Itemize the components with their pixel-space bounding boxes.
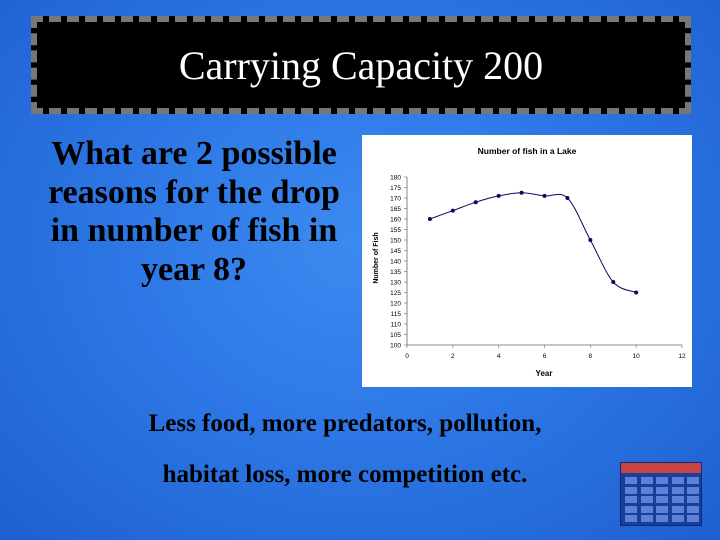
data-point xyxy=(496,193,501,198)
data-point xyxy=(611,280,616,284)
chart-marks xyxy=(427,190,639,295)
y-tick-label: 165 xyxy=(390,206,401,213)
question-text: What are 2 possible reasons for the drop… xyxy=(48,135,340,288)
data-point xyxy=(450,208,455,213)
x-tick-label: 8 xyxy=(589,353,593,360)
y-tick-label: 115 xyxy=(391,311,402,318)
jeopardy-board-icon[interactable] xyxy=(620,462,702,526)
y-tick-label: 110 xyxy=(391,322,402,329)
y-tick-label: 175 xyxy=(390,185,401,192)
data-point xyxy=(542,193,547,198)
x-axis-label: Year xyxy=(536,369,553,378)
y-tick-label: 120 xyxy=(390,301,401,308)
y-tick-label: 170 xyxy=(390,196,401,203)
slide-title: Carrying Capacity 200 xyxy=(178,42,544,88)
board-cell xyxy=(656,477,668,484)
y-tick-label: 150 xyxy=(390,238,401,245)
data-point xyxy=(634,290,639,295)
board-cell xyxy=(640,486,653,494)
x-tick-label: 0 xyxy=(405,353,409,360)
x-tick-label: 4 xyxy=(497,353,501,360)
x-tick-label: 12 xyxy=(678,353,686,360)
board-cell xyxy=(625,505,637,513)
fish-chart: Number of fish in a Lake Year Number of … xyxy=(362,135,692,387)
y-tick-label: 135 xyxy=(390,269,401,276)
data-point xyxy=(519,190,524,195)
board-cell xyxy=(687,477,699,484)
answer-line-2: habitat loss, more competition etc. xyxy=(162,461,528,488)
board-cell xyxy=(671,477,684,484)
x-tick-label: 10 xyxy=(633,353,641,360)
y-tick-label: 140 xyxy=(390,259,401,266)
y-tick-label: 155 xyxy=(390,227,401,234)
data-point xyxy=(588,238,593,242)
y-tick-label: 125 xyxy=(390,290,401,297)
y-axis-label: Number of Fish xyxy=(373,232,380,283)
x-tick-label: 2 xyxy=(451,353,455,360)
board-cell xyxy=(625,515,637,522)
title-inner: Carrying Capacity 200 xyxy=(41,26,681,104)
board-cell xyxy=(671,496,684,503)
board-cell xyxy=(656,486,668,494)
y-tick-label: 100 xyxy=(390,343,401,350)
board-cell xyxy=(671,515,684,522)
answer-line-1: Less food, more predators, pollution, xyxy=(148,410,542,437)
y-tick-label: 180 xyxy=(390,175,401,182)
board-cell xyxy=(687,505,699,513)
board-cell xyxy=(671,505,684,513)
board-cell xyxy=(687,515,699,522)
y-tick-label: 160 xyxy=(390,217,401,224)
board-cell xyxy=(640,477,653,484)
title-bar: Carrying Capacity 200 xyxy=(31,16,691,114)
board-cell xyxy=(687,486,699,494)
data-point xyxy=(427,217,432,221)
y-tick-label: 105 xyxy=(390,332,401,339)
board-cell xyxy=(640,505,653,513)
chart-svg: Number of fish in a Lake Year Number of … xyxy=(373,146,686,378)
board-header xyxy=(621,463,701,473)
data-point xyxy=(473,200,478,205)
x-tick-label: 6 xyxy=(543,353,547,360)
board-cell xyxy=(687,496,699,503)
y-tick-label: 145 xyxy=(390,248,401,255)
board-cell xyxy=(640,515,653,522)
board-cell xyxy=(625,496,637,503)
data-point xyxy=(565,196,570,200)
board-cell xyxy=(656,505,668,513)
board-cell xyxy=(656,496,668,503)
y-tick-label: 130 xyxy=(390,280,401,287)
board-cell xyxy=(625,477,637,484)
chart-axes: 1001051101151201251301351401451501551601… xyxy=(390,175,686,361)
chart-title: Number of fish in a Lake xyxy=(478,146,577,156)
board-cell xyxy=(656,515,668,522)
series-line xyxy=(429,192,637,293)
board-cell xyxy=(671,486,684,494)
board-cell xyxy=(625,486,637,494)
board-cell xyxy=(640,496,653,503)
